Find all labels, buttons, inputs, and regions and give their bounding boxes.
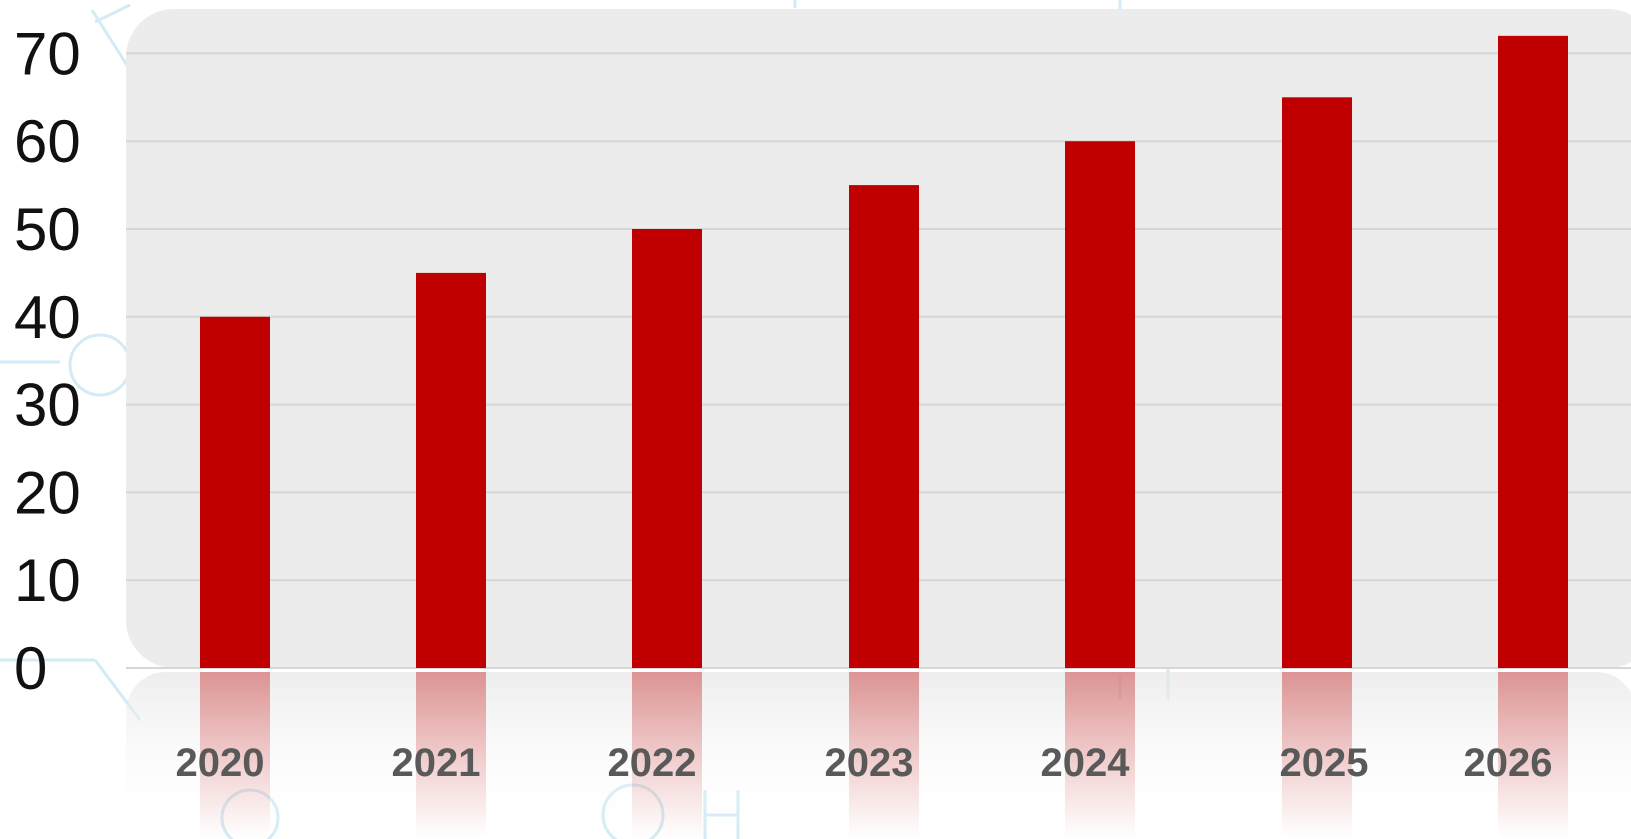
bar-2021 bbox=[416, 272, 486, 668]
x-tick-label-2025: 2025 bbox=[1280, 741, 1369, 785]
y-tick-label-10: 10 bbox=[14, 547, 81, 614]
y-axis-tick-labels: 0 10 20 30 40 50 60 70 bbox=[14, 20, 81, 702]
bar-2020 bbox=[200, 316, 270, 668]
y-tick-label-20: 20 bbox=[14, 459, 81, 526]
y-tick-label-60: 60 bbox=[14, 108, 81, 175]
y-tick-label-30: 30 bbox=[14, 372, 81, 439]
bar-reflection-2022 bbox=[632, 672, 702, 839]
x-tick-label-2021: 2021 bbox=[392, 741, 481, 785]
bar-reflection-2023 bbox=[849, 672, 919, 839]
bar-reflection-2024 bbox=[1065, 672, 1135, 839]
x-tick-label-2023: 2023 bbox=[825, 741, 914, 785]
x-tick-label-2022: 2022 bbox=[608, 741, 697, 785]
x-tick-label-2020: 2020 bbox=[176, 741, 265, 785]
x-axis-tick-labels: 2020 2021 2022 2023 2024 2025 2026 bbox=[176, 741, 1553, 785]
y-tick-label-0: 0 bbox=[14, 635, 47, 702]
bar-2026 bbox=[1498, 35, 1568, 668]
bar-reflection-2020 bbox=[200, 672, 270, 839]
bar-2022 bbox=[632, 229, 702, 668]
bar-reflection-2025 bbox=[1282, 672, 1352, 839]
bar-reflection-2026 bbox=[1498, 672, 1568, 839]
y-tick-label-40: 40 bbox=[14, 284, 81, 351]
x-tick-label-2024: 2024 bbox=[1041, 741, 1131, 785]
y-tick-label-70: 70 bbox=[14, 20, 81, 87]
bar-2024 bbox=[1065, 141, 1135, 668]
bar-reflection-2021 bbox=[416, 672, 486, 839]
bar-reflections bbox=[200, 672, 1568, 839]
bars bbox=[200, 35, 1568, 669]
x-tick-label-2026: 2026 bbox=[1464, 741, 1553, 785]
bar-2025 bbox=[1282, 97, 1352, 669]
bar-2023 bbox=[849, 185, 919, 668]
y-tick-label-50: 50 bbox=[14, 196, 81, 263]
